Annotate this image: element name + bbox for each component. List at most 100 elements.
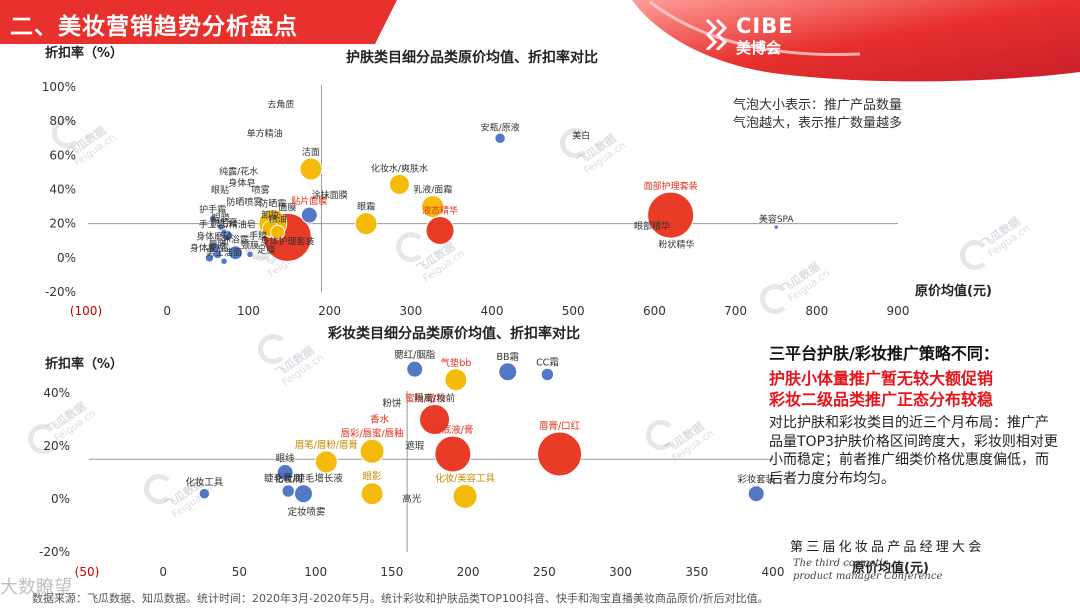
watermark-swirl-icon xyxy=(144,474,174,504)
data-label: 化妆刷 xyxy=(274,473,302,485)
x-tick-label: 300 xyxy=(609,565,632,579)
data-label: 护手霜 xyxy=(199,204,226,216)
data-label: 身体护理套装 xyxy=(260,235,314,247)
y-tick-label: 20% xyxy=(43,439,70,453)
x-tick-label: 700 xyxy=(724,304,747,318)
data-label: 防晒喷雾 xyxy=(226,196,262,208)
data-bubble xyxy=(388,173,410,195)
x-tick-label: 100 xyxy=(304,565,327,579)
data-label: 眼霜 xyxy=(357,202,375,213)
data-label: 液态精华 xyxy=(422,205,458,217)
data-bubble xyxy=(541,368,554,381)
data-label: 面部护理套装 xyxy=(644,180,698,192)
data-bubble xyxy=(220,258,228,265)
y-tick-label: 40% xyxy=(43,386,70,400)
watermark-swirl-icon xyxy=(760,284,790,314)
data-bubble xyxy=(647,191,695,239)
y-tick-label: -20% xyxy=(39,545,70,559)
bubble-size-note: 气泡大小表示：推广产品数量 气泡越大，表示推广数量越多 xyxy=(733,97,902,133)
data-label: 身体皂 xyxy=(228,177,255,189)
data-bubble xyxy=(444,368,468,392)
x-tick-label: 800 xyxy=(805,304,828,318)
data-label: 粉状精华 xyxy=(658,239,694,251)
bubble-note-line2: 气泡越大，表示推广数量越多 xyxy=(733,116,903,131)
strategy-title: 三平台护肤/彩妆推广策略不同： xyxy=(769,344,999,363)
data-label: 手膜 xyxy=(249,230,267,242)
watermark-swirl-icon xyxy=(258,334,288,364)
data-label: 化妆工具 xyxy=(185,477,223,489)
data-label: 眼贴 xyxy=(211,184,229,196)
data-bubble xyxy=(217,223,225,231)
x-tick-label: 400 xyxy=(481,304,504,318)
watermark-swirl-icon xyxy=(646,420,676,450)
data-label: 纯露/花水 xyxy=(219,165,258,177)
x-tick-label: 0 xyxy=(159,565,167,579)
x-tick-label: 500 xyxy=(562,304,585,318)
data-label: 美白 xyxy=(572,129,590,141)
data-bubble xyxy=(773,224,779,230)
data-bubble xyxy=(747,485,765,503)
data-label: 涂抹面膜 xyxy=(312,189,348,201)
data-label: 男士洁面 xyxy=(206,246,242,258)
data-bubble xyxy=(421,195,445,219)
data-bubble xyxy=(359,438,385,464)
data-label: 彩妆套装 xyxy=(737,474,775,486)
x-tick-label: 600 xyxy=(643,304,666,318)
data-label: 去角质 xyxy=(267,99,294,111)
data-bubble xyxy=(270,224,286,240)
data-label: 身体磨砂 xyxy=(196,231,232,243)
data-label: 遮瑕 xyxy=(405,440,424,452)
data-label: 隔离/妆前 xyxy=(414,393,455,405)
x-axis-label: 原价均值(元) xyxy=(915,283,992,299)
data-bubble xyxy=(246,251,254,258)
watermark-swirl-icon xyxy=(396,232,426,262)
x-tick-label: 150 xyxy=(380,565,403,579)
x-tick-label: 0 xyxy=(163,304,171,318)
data-label: 眼影 xyxy=(363,472,382,483)
x-tick-label: 200 xyxy=(318,304,341,318)
x-axis-label: 原价均值(元) xyxy=(852,560,929,576)
x-tick-label: 250 xyxy=(533,565,556,579)
data-label: 手工皂/精油皂 xyxy=(199,219,256,231)
data-bubble xyxy=(354,212,378,236)
data-bubble xyxy=(452,483,478,509)
data-bubble xyxy=(220,228,228,236)
data-bubble xyxy=(419,404,451,435)
data-bubble xyxy=(227,245,243,261)
data-bubble xyxy=(537,431,583,477)
y-tick-label: 80% xyxy=(49,114,76,128)
x-tick-label: 300 xyxy=(399,304,422,318)
x-tick-label: 400 xyxy=(762,565,785,579)
header-banner: 二、美妆营销趋势分析盘点 xyxy=(0,0,375,44)
data-label: 美容SPA xyxy=(759,213,795,225)
header-swoosh-highlight xyxy=(649,0,861,56)
data-label: 眼部精华 xyxy=(634,220,670,232)
data-bubble xyxy=(213,250,222,259)
data-label: 安瓶/原液 xyxy=(481,121,520,133)
data-label: 身体乳/霜 xyxy=(190,242,229,254)
data-label: 粉饼 xyxy=(382,398,401,410)
cibe-logo: CIBE 美博会 xyxy=(704,12,793,57)
data-label: 粉底液/膏 xyxy=(432,424,473,436)
strategy-highlight-2: 彩妆二级品类推广正态分布较稳 xyxy=(769,390,994,409)
data-label: 卸妆 xyxy=(261,209,279,221)
x-tick-label: 100 xyxy=(237,304,260,318)
watermark-swirl-icon xyxy=(244,230,274,260)
y-tick-label: 100% xyxy=(42,80,76,94)
data-label: 眉笔/眉粉/眉膏 xyxy=(295,439,358,451)
data-label: 眼线 xyxy=(276,453,295,465)
data-label: 脱毛膏 xyxy=(211,217,238,229)
y-axis-label: 折扣率（%） xyxy=(45,45,123,61)
data-label: 化妆/美容工具 xyxy=(435,472,495,484)
data-label: 高光 xyxy=(402,493,421,505)
watermark-swirl-icon xyxy=(960,240,990,270)
conference-name-en: The third cosmetic product manager Confe… xyxy=(793,557,942,583)
bubble-note-line1: 气泡大小表示：推广产品数量 xyxy=(733,98,903,113)
corner-stamp: 大数瞭望 xyxy=(0,577,72,598)
data-bubble xyxy=(300,206,318,224)
x-tick-label: (100) xyxy=(70,304,102,318)
cibe-logo-icon xyxy=(705,18,728,50)
strategy-body: 对比护肤和彩妆类目的近三个月布局：推广产品量TOP3护肤价格区间跨度大，彩妆则相… xyxy=(769,415,1058,487)
conference-en-line2: product manager Conference xyxy=(793,571,943,582)
